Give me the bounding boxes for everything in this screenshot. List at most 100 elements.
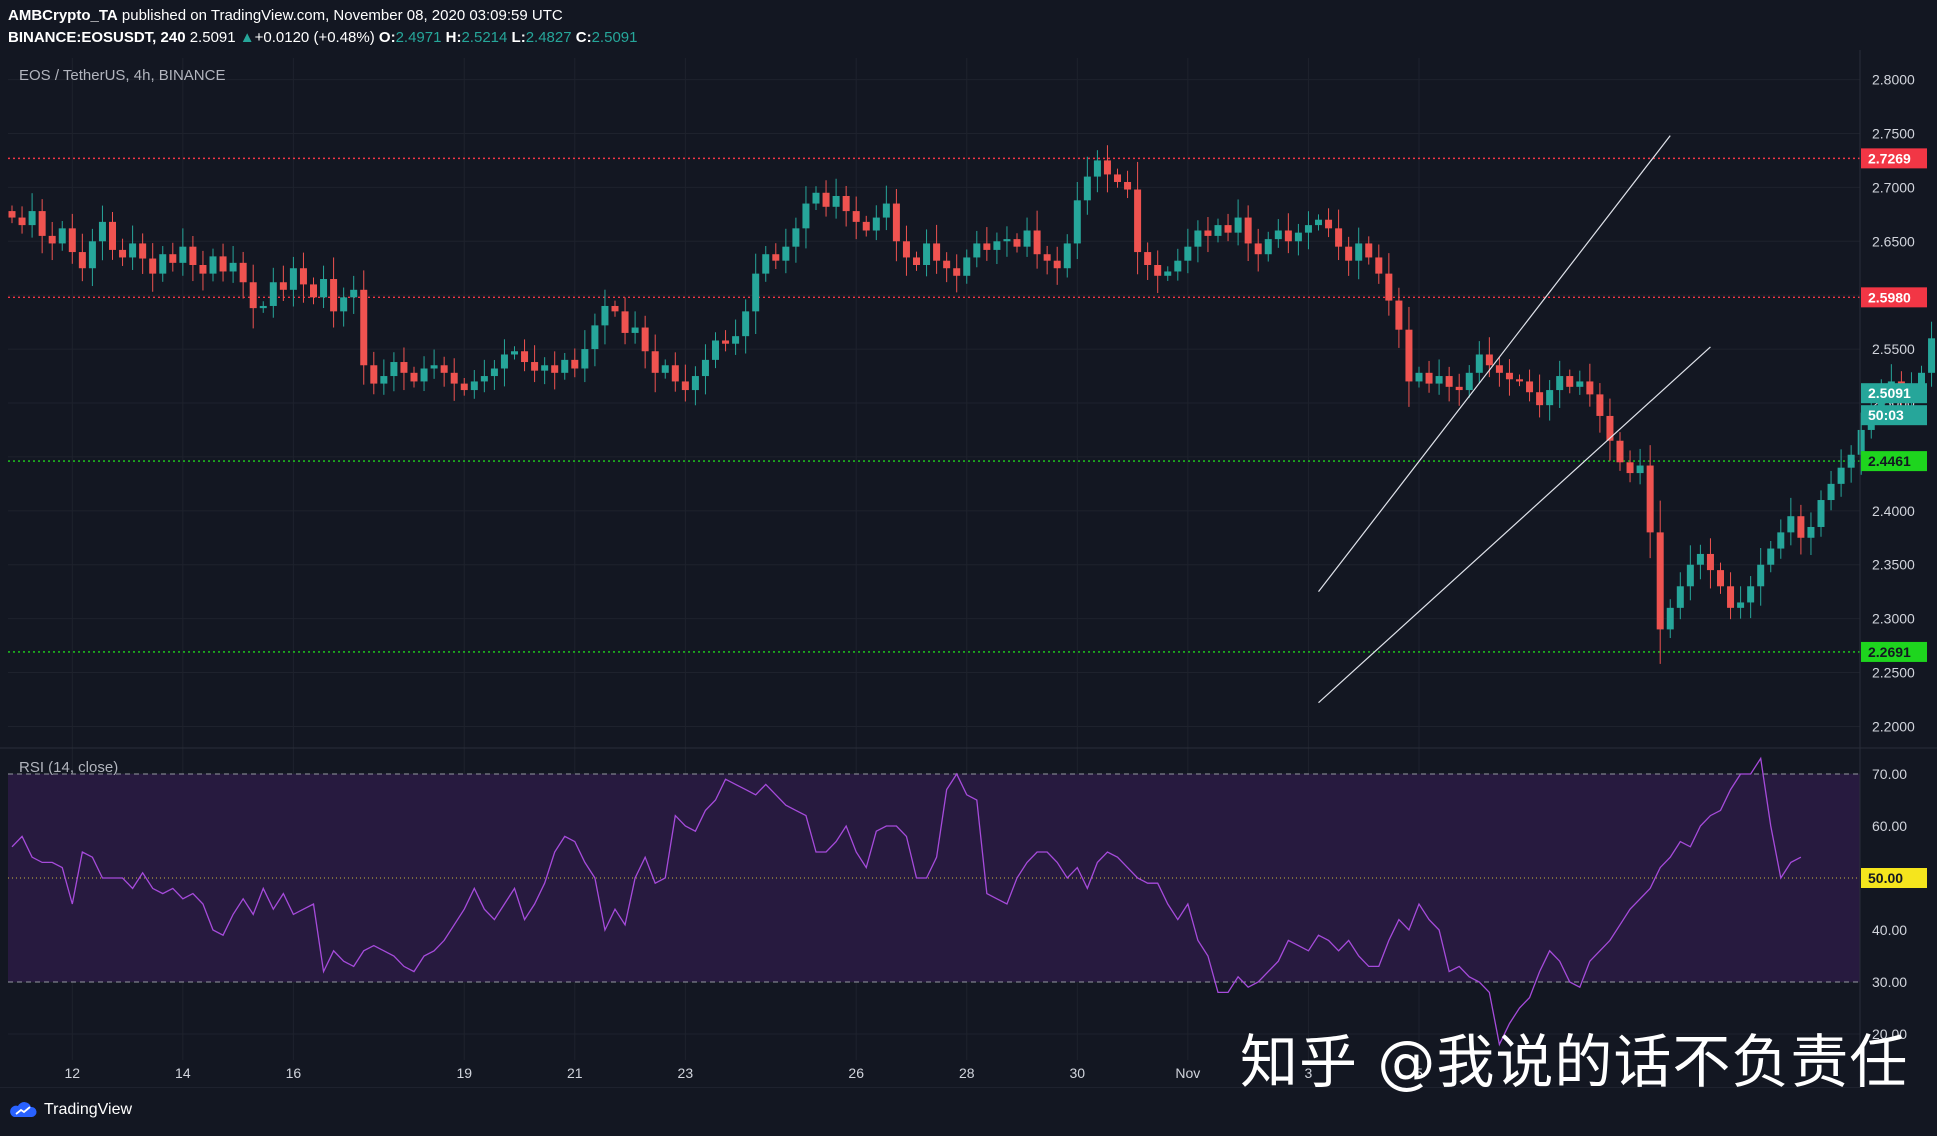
- candle-body: [450, 372, 458, 384]
- rsi-tick-label: 20.00: [1872, 1026, 1907, 1042]
- high-label: H:: [445, 29, 462, 46]
- candle-body: [1586, 381, 1594, 395]
- candle-body: [1626, 462, 1634, 474]
- candle-body: [259, 305, 267, 309]
- footer-bar: [0, 1088, 1937, 1136]
- candle-body: [611, 305, 619, 312]
- time-tick-label: 16: [286, 1065, 302, 1081]
- price-tick-label: 2.7500: [1872, 125, 1915, 141]
- time-tick-label: 26: [848, 1065, 864, 1081]
- price-tick-label: 2.6500: [1872, 233, 1915, 249]
- candle-body: [862, 221, 870, 231]
- candle-body: [239, 262, 247, 283]
- candle-body: [1727, 586, 1735, 608]
- rsi-pane-title: RSI (14, close): [19, 759, 119, 776]
- candle-body: [209, 256, 217, 274]
- candle-body: [651, 351, 659, 373]
- candle-body: [1003, 239, 1011, 242]
- price-tick-label: 2.5500: [1872, 341, 1915, 357]
- chart-canvas[interactable]: 2.80002.75002.70002.65002.60002.55002.50…: [0, 0, 1937, 1088]
- candle-body: [179, 246, 187, 263]
- candle-body: [1154, 265, 1162, 276]
- candle-body: [882, 203, 890, 218]
- price-tick-label: 2.8000: [1872, 72, 1915, 88]
- candle-body: [1928, 338, 1936, 373]
- candle-body: [661, 365, 669, 373]
- time-tick-label: 5: [1415, 1065, 1423, 1081]
- candle-body: [822, 192, 830, 207]
- candle-body: [671, 365, 679, 382]
- candle-body: [913, 257, 920, 265]
- candle-body: [923, 243, 931, 265]
- publisher-line: AMBCrypto_TA published on TradingView.co…: [8, 7, 563, 24]
- candle-body: [1646, 465, 1654, 533]
- candle-body: [269, 282, 277, 306]
- candle-body: [1857, 429, 1865, 455]
- candle-body: [1254, 243, 1262, 255]
- candle-body: [701, 359, 709, 377]
- candle-body: [1033, 230, 1041, 255]
- open-label: O:: [378, 29, 396, 46]
- candle-body: [1134, 189, 1142, 253]
- price-tick-label: 2.3000: [1872, 611, 1915, 627]
- tradingview-cloud-icon: [10, 1102, 37, 1117]
- candle-body: [199, 265, 207, 274]
- candle-body: [68, 228, 76, 253]
- candle-body: [993, 241, 1001, 250]
- candle-body: [1345, 246, 1353, 261]
- tradingview-logo[interactable]: TradingView: [8, 1101, 132, 1119]
- candle-body: [8, 211, 16, 218]
- candle-body: [1144, 252, 1152, 265]
- rsi-band: [8, 774, 1860, 982]
- watermark-text: 知乎 @我说的话不负责任: [1240, 1028, 1909, 1096]
- candle-body: [1787, 516, 1795, 533]
- channel-upper-line: [1318, 135, 1671, 593]
- candle-body: [1234, 217, 1242, 233]
- candle-body: [490, 368, 498, 377]
- candle-body: [1294, 232, 1302, 242]
- candle-body: [1475, 354, 1483, 373]
- candle-body: [460, 383, 468, 391]
- candle-body: [500, 354, 508, 369]
- candle-body: [1505, 372, 1513, 380]
- candle-body: [109, 221, 116, 250]
- candle-body: [963, 257, 971, 276]
- candle-body: [88, 241, 96, 269]
- candle-body: [691, 376, 699, 391]
- candle-body: [1666, 607, 1674, 630]
- low-label: L:: [511, 29, 526, 46]
- candle-body: [892, 203, 900, 242]
- candle-body: [511, 351, 518, 355]
- rsi-line: [11, 756, 1802, 1047]
- candle-body: [812, 192, 820, 204]
- price-tick-label: 2.4000: [1872, 503, 1915, 519]
- price-tick-label: 2.2000: [1872, 718, 1915, 734]
- candle-body: [1807, 526, 1815, 538]
- candle-body: [1093, 160, 1101, 177]
- candle-body: [229, 262, 237, 272]
- support-price-tag-bg: [1861, 641, 1927, 662]
- candle-body: [440, 365, 448, 373]
- candle-body: [470, 381, 478, 391]
- time-tick-label: 21: [567, 1065, 583, 1081]
- open-value: 2.4971: [395, 29, 442, 46]
- candle-body: [1606, 415, 1614, 441]
- candle-body: [1516, 379, 1523, 382]
- candle-body: [1676, 586, 1684, 608]
- candle-body: [802, 203, 810, 229]
- candle-body: [1495, 365, 1503, 373]
- main-pane-title: EOS / TetherUS, 4h, BINANCE: [19, 67, 226, 84]
- candle-body: [1566, 376, 1574, 387]
- candle-body: [169, 254, 177, 263]
- candle-body: [28, 211, 36, 226]
- publisher-name[interactable]: AMBCrypto_TA: [8, 7, 118, 24]
- time-tick-label: Nov: [1175, 1065, 1200, 1081]
- countdown-tag: 50:03: [1868, 407, 1904, 423]
- candle-body: [330, 279, 338, 312]
- channel-lower-line: [1318, 346, 1711, 704]
- resistance-price-tag: 2.7269: [1868, 150, 1911, 166]
- time-tick-label: 30: [1070, 1065, 1086, 1081]
- time-tick-label: 23: [678, 1065, 694, 1081]
- resistance-price-tag-bg: [1861, 287, 1927, 308]
- candle-body: [1184, 246, 1192, 261]
